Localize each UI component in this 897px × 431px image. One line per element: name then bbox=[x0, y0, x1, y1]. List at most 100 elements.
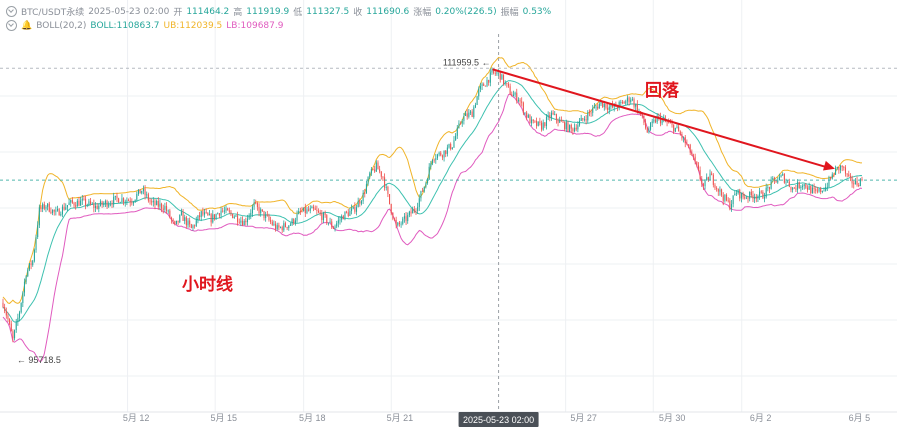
candle bbox=[367, 176, 369, 186]
candle-body bbox=[306, 209, 308, 214]
candle-body bbox=[284, 223, 287, 228]
candle-body bbox=[405, 216, 407, 221]
candle bbox=[519, 98, 521, 106]
candle-body bbox=[149, 200, 151, 202]
candle-body bbox=[326, 215, 328, 224]
trend-arrow-line bbox=[492, 68, 826, 168]
candle bbox=[562, 119, 564, 124]
candle bbox=[476, 95, 478, 106]
candle-body bbox=[507, 83, 510, 87]
candle bbox=[238, 218, 240, 225]
candle bbox=[251, 204, 253, 217]
candle bbox=[17, 313, 19, 326]
chart-markers: 111959.5 ← ← 95718.5 小时线 回落 bbox=[0, 34, 897, 412]
candle bbox=[557, 118, 559, 127]
candle bbox=[559, 116, 561, 124]
candle-body bbox=[261, 209, 263, 211]
candle bbox=[137, 189, 139, 196]
candle bbox=[213, 214, 215, 221]
candle bbox=[5, 307, 7, 319]
high-label: 高 bbox=[233, 8, 243, 18]
candle bbox=[113, 192, 115, 208]
candle-body bbox=[828, 177, 830, 187]
candle-body bbox=[805, 184, 807, 188]
candle-body bbox=[42, 204, 44, 210]
candle-body bbox=[423, 186, 425, 192]
candle-body bbox=[496, 72, 498, 74]
candle bbox=[830, 176, 832, 180]
candle bbox=[537, 121, 539, 127]
candle-body bbox=[607, 107, 609, 110]
candle-body bbox=[248, 215, 250, 219]
candle bbox=[575, 124, 577, 132]
candle-body bbox=[777, 180, 779, 183]
candle-body bbox=[813, 187, 815, 190]
candle bbox=[154, 198, 156, 210]
candle bbox=[823, 187, 825, 192]
candle-body bbox=[212, 214, 214, 223]
candle bbox=[478, 86, 480, 100]
candle bbox=[739, 188, 741, 202]
candle-body bbox=[476, 96, 478, 105]
candle-body bbox=[540, 122, 543, 130]
candle bbox=[385, 184, 387, 191]
candle-body bbox=[509, 86, 511, 95]
candle-body bbox=[694, 156, 696, 162]
candle-body bbox=[430, 163, 432, 167]
candle-body bbox=[370, 168, 372, 174]
candle-body bbox=[28, 263, 30, 270]
collapse-icon[interactable] bbox=[6, 20, 17, 31]
candle bbox=[631, 96, 633, 102]
candle bbox=[569, 124, 571, 133]
ub-label: UB: bbox=[163, 20, 180, 31]
candle bbox=[14, 329, 16, 341]
candle-body bbox=[719, 189, 721, 192]
candle-body bbox=[514, 92, 516, 95]
candle-body bbox=[443, 150, 445, 158]
candle bbox=[175, 220, 177, 225]
candle-body bbox=[208, 214, 211, 216]
candle bbox=[218, 212, 220, 219]
candle-body bbox=[787, 181, 789, 183]
candle-body bbox=[116, 195, 118, 199]
change-value: 0.20%(226.5) bbox=[435, 6, 497, 17]
candle-body bbox=[134, 199, 136, 202]
candle-body bbox=[314, 208, 316, 210]
candle-body bbox=[623, 102, 625, 104]
candle bbox=[15, 318, 17, 333]
candle bbox=[2, 298, 4, 309]
symbol-label[interactable]: BTC/USDT永续 bbox=[21, 8, 85, 18]
candle-body bbox=[66, 205, 68, 208]
candle-body bbox=[739, 189, 741, 199]
candle bbox=[767, 184, 769, 192]
candle bbox=[365, 181, 367, 194]
candle bbox=[126, 197, 128, 206]
candle-body bbox=[493, 70, 495, 73]
candle-body bbox=[516, 92, 518, 101]
candle bbox=[805, 183, 807, 190]
candle bbox=[81, 195, 83, 205]
candle bbox=[831, 172, 833, 180]
low-label: 低 bbox=[293, 8, 303, 18]
candle-body bbox=[275, 223, 277, 230]
indicator-header: 🔔 BOLL(20,2) BOLL: 110863.7 UB: 112039.5 L… bbox=[6, 20, 283, 31]
candle bbox=[772, 176, 774, 183]
collapse-icon[interactable] bbox=[6, 6, 17, 17]
candle-body bbox=[48, 203, 50, 212]
candle bbox=[63, 202, 65, 211]
indicator-name[interactable]: BOLL(20,2) bbox=[36, 20, 87, 31]
candle bbox=[671, 119, 673, 128]
candle-body bbox=[303, 207, 305, 212]
candle bbox=[128, 198, 130, 202]
candle bbox=[248, 213, 250, 220]
candle bbox=[392, 212, 394, 221]
candle-body bbox=[595, 106, 597, 108]
candle-body bbox=[844, 167, 847, 174]
alert-bell-icon[interactable]: 🔔 bbox=[21, 20, 33, 31]
candle bbox=[574, 123, 576, 133]
candle bbox=[417, 202, 419, 214]
candle bbox=[256, 201, 258, 211]
candle-body bbox=[658, 115, 660, 117]
candle-body bbox=[578, 120, 581, 126]
